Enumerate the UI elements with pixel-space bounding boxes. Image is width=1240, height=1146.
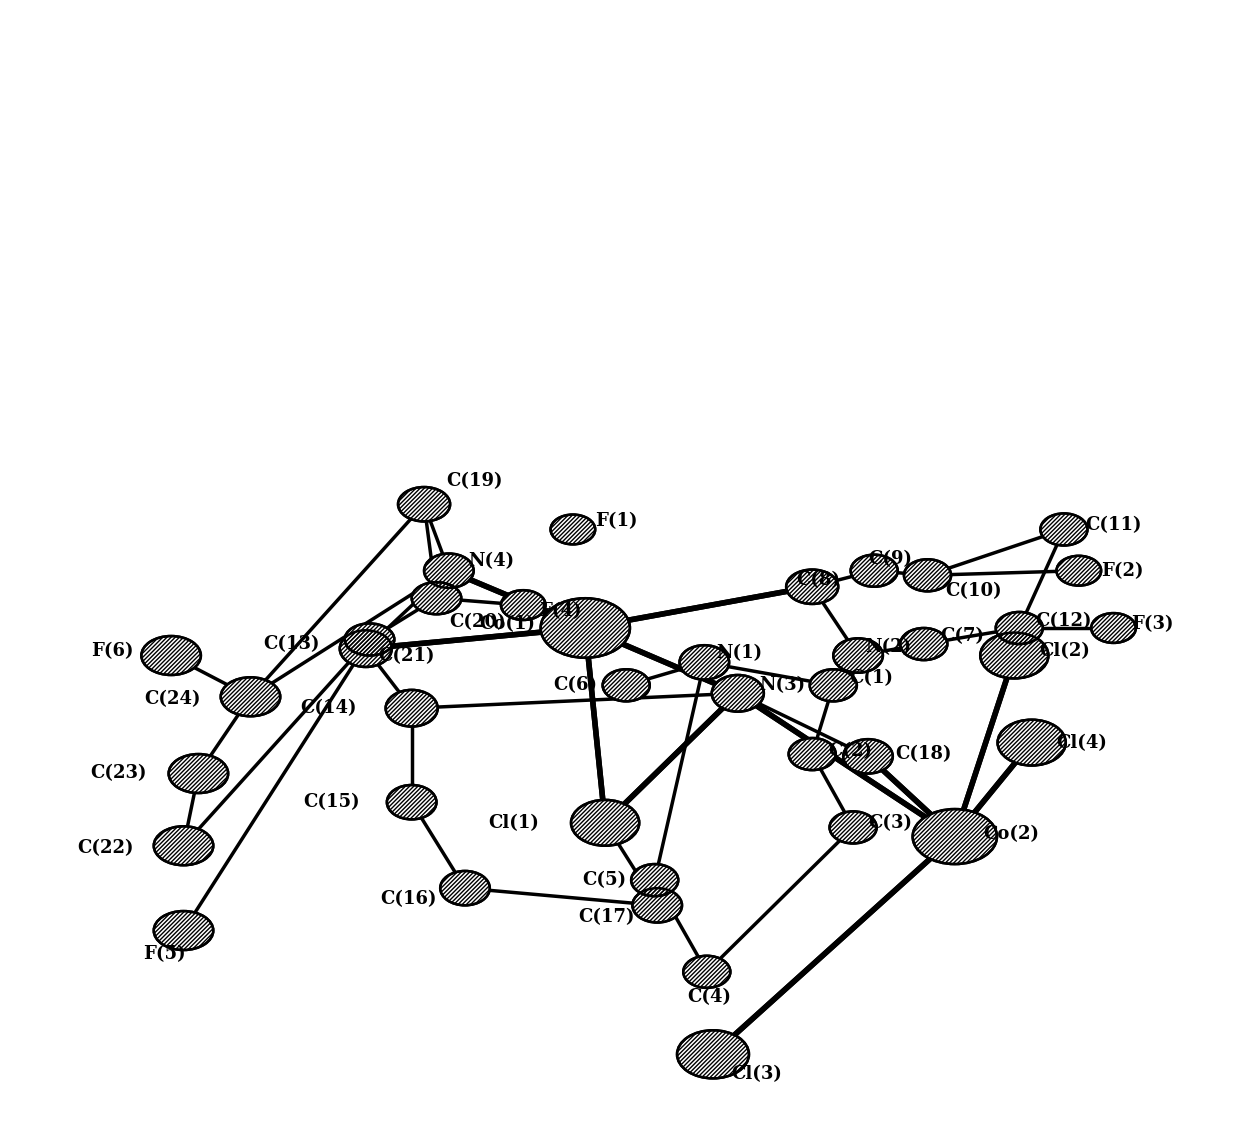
Text: C(21): C(21)	[378, 647, 435, 666]
Ellipse shape	[345, 623, 394, 656]
Ellipse shape	[680, 645, 729, 680]
Text: F(2): F(2)	[1101, 562, 1143, 580]
Ellipse shape	[141, 636, 201, 675]
Ellipse shape	[631, 864, 678, 896]
Ellipse shape	[677, 1030, 749, 1078]
Text: N(3): N(3)	[759, 676, 805, 694]
Text: Cl(3): Cl(3)	[732, 1065, 782, 1083]
Text: C(9): C(9)	[868, 550, 911, 568]
Ellipse shape	[786, 570, 838, 604]
Text: C(7): C(7)	[940, 627, 983, 645]
Text: C(6): C(6)	[554, 676, 598, 694]
Ellipse shape	[632, 888, 682, 923]
Text: C(20): C(20)	[449, 613, 506, 631]
Text: C(10): C(10)	[945, 582, 1002, 601]
Ellipse shape	[913, 809, 997, 864]
Ellipse shape	[810, 669, 857, 701]
Ellipse shape	[843, 739, 893, 774]
Ellipse shape	[570, 800, 640, 846]
Ellipse shape	[398, 487, 450, 521]
Text: C(19): C(19)	[446, 472, 503, 490]
Ellipse shape	[683, 956, 730, 988]
Text: C(5): C(5)	[582, 871, 626, 889]
Ellipse shape	[830, 811, 877, 843]
Text: C(8): C(8)	[796, 571, 839, 589]
Text: Cl(1): Cl(1)	[489, 814, 539, 832]
Text: N(1): N(1)	[717, 644, 763, 662]
Ellipse shape	[712, 675, 764, 712]
Ellipse shape	[386, 690, 438, 727]
Text: C(16): C(16)	[379, 889, 436, 908]
Ellipse shape	[424, 554, 474, 588]
Ellipse shape	[440, 871, 490, 905]
Ellipse shape	[412, 582, 461, 614]
Text: C(1): C(1)	[849, 669, 893, 688]
Text: F(4): F(4)	[539, 602, 582, 620]
Ellipse shape	[900, 628, 947, 660]
Text: C(2): C(2)	[828, 741, 872, 760]
Ellipse shape	[851, 555, 898, 587]
Ellipse shape	[387, 785, 436, 819]
Text: F(1): F(1)	[595, 512, 637, 531]
Ellipse shape	[833, 638, 883, 673]
Text: C(13): C(13)	[263, 635, 320, 653]
Text: F(6): F(6)	[92, 642, 134, 660]
Text: C(17): C(17)	[578, 908, 635, 926]
Text: Co(2): Co(2)	[983, 825, 1039, 843]
Text: Co(1): Co(1)	[480, 615, 536, 634]
Text: C(3): C(3)	[868, 814, 911, 832]
Text: C(12): C(12)	[1035, 612, 1092, 630]
Ellipse shape	[603, 669, 650, 701]
Text: C(15): C(15)	[303, 793, 360, 811]
Ellipse shape	[501, 590, 546, 620]
Ellipse shape	[541, 598, 630, 658]
Ellipse shape	[997, 720, 1065, 766]
Text: C(24): C(24)	[144, 690, 201, 708]
Text: C(23): C(23)	[89, 764, 146, 783]
Text: F(5): F(5)	[144, 945, 186, 964]
Ellipse shape	[340, 630, 392, 667]
Text: Cl(4): Cl(4)	[1056, 733, 1107, 752]
Text: N(4): N(4)	[469, 552, 515, 571]
Ellipse shape	[789, 738, 836, 770]
Ellipse shape	[1056, 556, 1101, 586]
Ellipse shape	[996, 612, 1043, 644]
Text: Cl(2): Cl(2)	[1039, 642, 1090, 660]
Ellipse shape	[1040, 513, 1087, 545]
Ellipse shape	[154, 911, 213, 950]
Text: C(22): C(22)	[77, 839, 134, 857]
Text: F(3): F(3)	[1131, 615, 1173, 634]
Ellipse shape	[221, 677, 280, 716]
Ellipse shape	[904, 559, 951, 591]
Text: C(11): C(11)	[1085, 516, 1142, 534]
Text: C(4): C(4)	[687, 988, 732, 1006]
Text: N(2): N(2)	[866, 638, 911, 657]
Text: C(18): C(18)	[895, 745, 952, 763]
Ellipse shape	[980, 633, 1048, 678]
Ellipse shape	[169, 754, 228, 793]
Ellipse shape	[551, 515, 595, 544]
Text: C(14): C(14)	[300, 699, 357, 717]
Ellipse shape	[1091, 613, 1136, 643]
Ellipse shape	[154, 826, 213, 865]
